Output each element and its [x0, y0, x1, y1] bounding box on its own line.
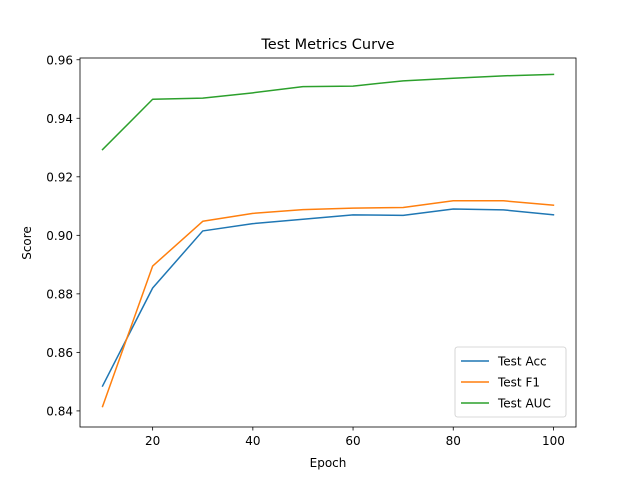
y-tick-label: 0.88 — [46, 287, 73, 301]
x-tick-label: 20 — [145, 434, 160, 448]
series-line-test-f1 — [101, 200, 555, 408]
chart-title: Test Metrics Curve — [260, 37, 394, 53]
legend-label: Test F1 — [497, 376, 540, 390]
legend: Test Acc Test F1 Test AUC — [454, 346, 567, 418]
y-tick-label: 0.90 — [46, 229, 73, 243]
x-tick-label: 40 — [245, 434, 260, 448]
axes-frame — [79, 57, 577, 428]
x-tick-label: 80 — [446, 434, 461, 448]
x-axis-label: Epoch — [310, 456, 347, 470]
y-tick-label: 0.96 — [46, 53, 73, 67]
plot-area: 20 40 60 80 100 0.84 0.86 0.88 0.90 0.92 0.94 0.96 — [46, 53, 577, 448]
x-tick-label: 100 — [542, 434, 565, 448]
y-axis-label: Score — [20, 226, 34, 260]
y-tick-label: 0.94 — [46, 112, 73, 126]
legend-label: Test Acc — [497, 355, 547, 369]
y-tick-label: 0.86 — [46, 346, 73, 360]
y-tick-label: 0.84 — [46, 404, 73, 418]
series-line-test-acc — [101, 208, 555, 388]
x-tick-label: 60 — [345, 434, 360, 448]
legend-label: Test AUC — [497, 397, 551, 411]
y-tick-label: 0.92 — [46, 170, 73, 184]
series-line-test-auc — [101, 73, 555, 151]
legend-box — [454, 346, 567, 418]
